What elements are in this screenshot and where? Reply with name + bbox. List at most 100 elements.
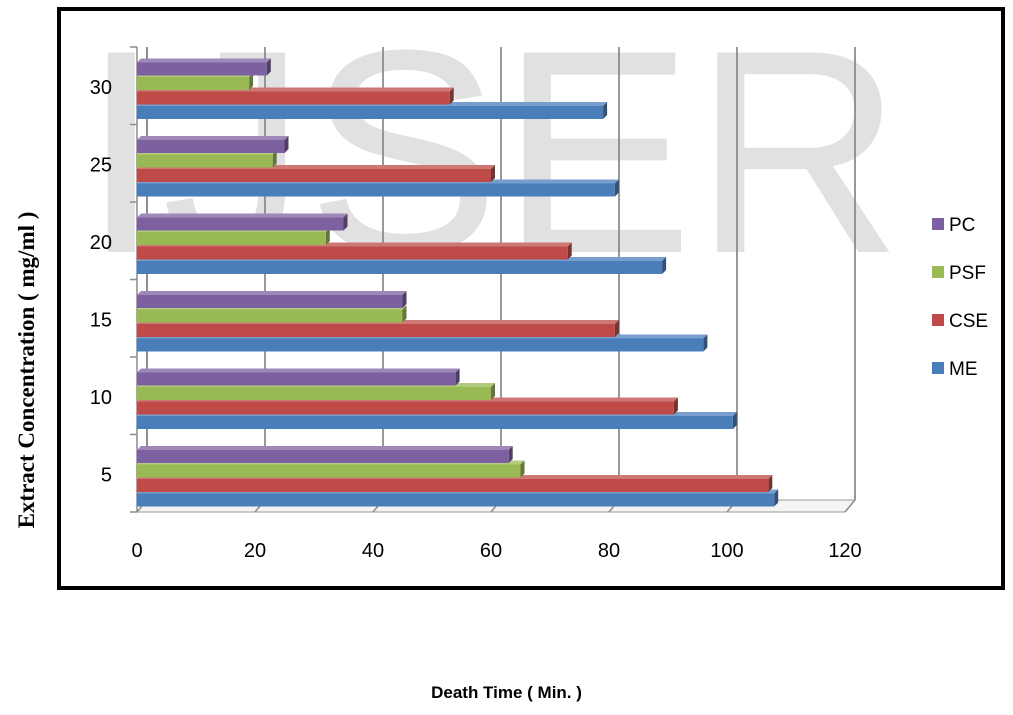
- bar-front-face: [137, 232, 326, 245]
- bar-me-30: [137, 102, 608, 119]
- plot-area: 0 20 40 60 80 100 120 5 10 15 20 25 30: [90, 46, 862, 562]
- x-tick-label: 120: [828, 540, 861, 562]
- bar-psf-15: [137, 305, 407, 323]
- legend: PC PSF CSE ME: [932, 215, 988, 380]
- bar-front-face: [137, 154, 273, 168]
- bar-end-face: [343, 213, 348, 231]
- bar-cse-25: [137, 165, 495, 182]
- bar-cse-5: [137, 475, 773, 492]
- x-tick-label: 80: [598, 540, 620, 562]
- bar-pc-25: [137, 136, 289, 153]
- legend-label-psf: PSF: [949, 263, 986, 284]
- bar-top-face: [137, 136, 289, 140]
- x-axis-title: Death Time ( Min. ): [431, 683, 582, 702]
- bar-me-15: [137, 334, 708, 352]
- bar-pc-10: [137, 368, 460, 386]
- bar-front-face: [137, 169, 491, 182]
- bar-psf-10: [137, 383, 495, 400]
- bar-front-face: [137, 261, 663, 274]
- bar-front-face: [137, 140, 285, 153]
- bar-top-face: [137, 368, 460, 373]
- bar-front-face: [137, 479, 769, 492]
- bar-end-face: [266, 58, 271, 76]
- bar-psf-30: [137, 73, 254, 90]
- bar-cse-30: [137, 87, 454, 105]
- bar-front-face: [137, 416, 733, 429]
- legend-swatch-pc: [932, 218, 944, 230]
- bar-end-face: [567, 242, 572, 260]
- bar-front-face: [137, 106, 604, 119]
- bar-end-face: [662, 257, 667, 274]
- bar-front-face: [137, 91, 450, 105]
- chart-frame: [57, 7, 1005, 590]
- y-axis-title: Extract Concentration ( mg/ml ): [14, 212, 39, 529]
- bar-front-face: [137, 217, 344, 231]
- gridline-floor: [844, 499, 856, 513]
- bar-front-face: [137, 77, 250, 90]
- x-tick-label: 100: [710, 540, 743, 562]
- bar-end-face: [272, 150, 277, 168]
- bar-end-face: [703, 334, 708, 352]
- bar-front-face: [137, 338, 704, 352]
- bar-end-face: [614, 320, 619, 337]
- bar-end-face: [520, 460, 525, 478]
- y-axis-title-text: Extract Concentration ( mg/ml ): [14, 212, 39, 529]
- bar-front-face: [137, 464, 521, 478]
- bar-me-5: [137, 489, 779, 507]
- bar-top-face: [137, 58, 271, 63]
- bar-psf-25: [137, 150, 277, 168]
- bar-end-face: [673, 397, 678, 415]
- bar-front-face: [137, 295, 403, 308]
- bar-end-face: [768, 475, 773, 492]
- bar-end-face: [449, 87, 454, 105]
- legend-swatch-psf: [932, 266, 944, 278]
- x-tick-label: 20: [244, 540, 266, 562]
- legend-swatch-me: [932, 362, 944, 374]
- y-tick-label: 20: [90, 232, 112, 254]
- bar-front-face: [137, 493, 775, 507]
- bar-pc-15: [137, 291, 407, 308]
- bar-end-face: [614, 179, 619, 197]
- bar-end-face: [325, 228, 330, 245]
- bar-cse-15: [137, 320, 619, 337]
- bar-front-face: [137, 372, 456, 386]
- bar-pc-5: [137, 446, 513, 463]
- bar-end-face: [402, 291, 407, 308]
- y-tick-label: 5: [101, 464, 112, 486]
- bar-front-face: [137, 183, 615, 197]
- bar-end-face: [455, 368, 460, 386]
- bar-end-face: [491, 165, 495, 182]
- legend-swatch-cse: [932, 314, 944, 326]
- bar-cse-20: [137, 242, 572, 260]
- bar-end-face: [249, 73, 254, 90]
- bar-me-20: [137, 257, 667, 274]
- bar-top-face: [137, 213, 348, 218]
- bar-front-face: [137, 324, 615, 337]
- bar-top-face: [137, 446, 513, 450]
- bar-front-face: [137, 309, 403, 323]
- bar-end-face: [603, 102, 608, 119]
- bar-end-face: [491, 383, 495, 400]
- bar-top-face: [137, 291, 407, 295]
- x-tick-label: 40: [362, 540, 384, 562]
- y-tick-label: 30: [90, 77, 112, 99]
- bar-front-face: [137, 401, 674, 415]
- bar-end-face: [774, 489, 779, 507]
- bar-psf-20: [137, 228, 330, 245]
- bar-psf-5: [137, 460, 525, 478]
- y-tick-label: 10: [90, 387, 112, 409]
- bar-me-10: [137, 412, 737, 429]
- bar-end-face: [284, 136, 289, 153]
- legend-label-cse: CSE: [949, 311, 988, 332]
- bar-me-25: [137, 179, 619, 197]
- bar-pc-30: [137, 58, 271, 76]
- legend-label-me: ME: [949, 359, 978, 380]
- x-tick-label: 0: [131, 540, 142, 562]
- bar-pc-20: [137, 213, 348, 231]
- y-tick-label: 25: [90, 154, 112, 176]
- y-tick-label: 15: [90, 309, 112, 331]
- bar-front-face: [137, 62, 267, 76]
- bar-front-face: [137, 450, 509, 463]
- legend-label-pc: PC: [949, 215, 975, 236]
